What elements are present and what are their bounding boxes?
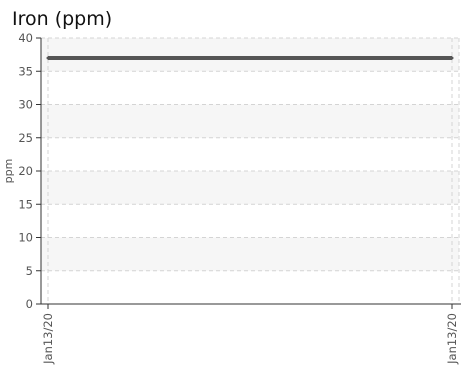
y-tick-label: 5	[26, 264, 33, 278]
y-tick-label: 0	[26, 297, 33, 311]
background-band	[41, 171, 459, 205]
data-point	[46, 56, 50, 60]
x-axis-ticks: Jan13/20 Jan13/20	[41, 304, 459, 365]
data-point	[450, 56, 454, 60]
y-axis-label: ppm	[2, 159, 15, 184]
x-tick-label: Jan13/20	[41, 313, 55, 365]
y-tick-label: 15	[18, 197, 33, 211]
y-tick-label: 25	[18, 131, 33, 145]
background-band	[41, 237, 459, 271]
y-tick-label: 20	[18, 164, 33, 178]
y-tick-label: 35	[18, 64, 33, 78]
background-band	[41, 104, 459, 138]
chart-title: Iron (ppm)	[12, 8, 113, 30]
y-tick-label: 40	[18, 31, 33, 45]
y-tick-label: 30	[18, 98, 33, 112]
y-axis-ticks: 0 5 10 15 20 25 30 35 40	[18, 31, 41, 311]
x-tick-label: Jan13/20	[445, 313, 459, 365]
grid-lines	[41, 37, 460, 304]
series-layer	[46, 55, 454, 60]
background-band	[41, 38, 459, 72]
y-tick-label: 10	[18, 231, 33, 245]
background-bands	[41, 38, 459, 271]
